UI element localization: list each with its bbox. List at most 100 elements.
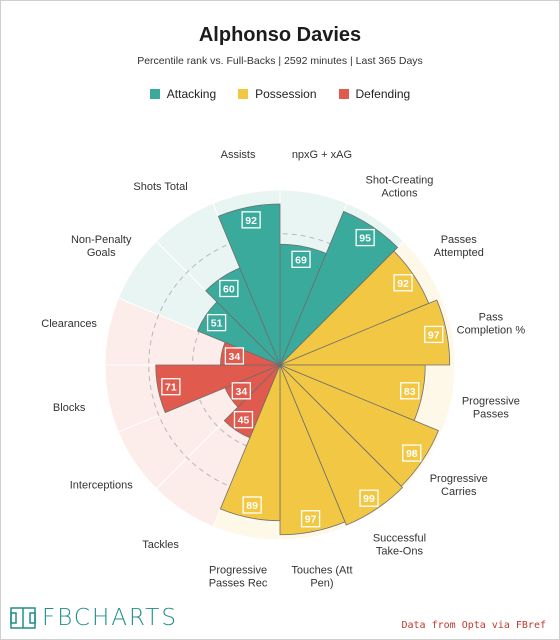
axis-label-line: Successful	[373, 532, 426, 544]
value-label-progressive-passes-rec: 89	[242, 496, 262, 514]
axis-label-progressive-passes: Progressive Passes	[462, 395, 520, 420]
axis-label-line: Progressive	[462, 395, 520, 407]
fbcharts-logo: FBCHARTS	[10, 605, 178, 631]
axis-label-pass-completion: Pass Completion %	[457, 312, 526, 337]
value-text: 69	[295, 254, 307, 266]
value-label-assists: 92	[241, 211, 261, 229]
value-box	[242, 496, 262, 514]
axis-label-line: Completion %	[457, 325, 526, 337]
value-box	[291, 250, 311, 268]
legend-label-attacking: Attacking	[166, 87, 217, 101]
value-label-touches-att-pen: 97	[300, 510, 321, 528]
bar-shot-creating-actions	[279, 210, 399, 366]
legend-swatch-attacking	[149, 89, 160, 99]
bar-pass-completion	[279, 299, 451, 366]
value-text: 34	[235, 386, 247, 398]
value-text: 92	[245, 215, 257, 227]
value-label-blocks: 71	[161, 378, 181, 396]
value-box	[355, 228, 375, 247]
legend-label-possession: Possession	[255, 87, 317, 101]
value-box	[161, 378, 181, 396]
chart-title: Alphonso Davies	[198, 24, 362, 46]
axis-label-line: Shot-Creating	[366, 175, 434, 187]
bar-progressive-passes-rec	[219, 364, 281, 522]
legend-item-defending: Defending	[338, 87, 411, 101]
value-text: 97	[305, 514, 317, 526]
value-label-shot-creating-actions: 95	[355, 228, 375, 247]
axis-label-progressive-passes-rec: Progressive Passes Rec	[209, 564, 268, 589]
value-text: 51	[211, 318, 223, 330]
value-box	[241, 211, 261, 229]
value-text: 92	[397, 278, 409, 290]
brand-name: FBCHARTS	[42, 605, 178, 631]
value-label-passes-attempted: 92	[393, 274, 413, 292]
axis-label-line: Pen)	[310, 577, 333, 589]
value-text: 34	[229, 351, 241, 363]
chart-legend: Attacking Possession Defending	[0, 87, 560, 101]
value-box	[393, 274, 413, 292]
value-label-shots-total: 60	[219, 279, 239, 298]
value-box	[400, 382, 420, 400]
axis-label-touches-att-pen: Touches (Att Pen)	[291, 564, 352, 589]
value-label-non-penalty-goals: 51	[206, 313, 227, 332]
value-text: 60	[223, 284, 235, 296]
value-box	[224, 347, 245, 365]
value-text: 99	[363, 493, 375, 505]
bar-assists	[217, 203, 281, 366]
axis-label-line: Attempted	[434, 247, 484, 259]
value-text: 97	[428, 329, 440, 341]
value-box	[206, 313, 227, 332]
axis-label-line: Assists	[221, 149, 256, 161]
axis-label-line: Progressive	[430, 473, 488, 485]
data-credit: Data from Opta via FBref	[401, 620, 547, 631]
pitch-icon	[10, 607, 36, 629]
value-label-progressive-carries: 98	[402, 444, 422, 462]
axis-label-shots-total: Shots Total	[133, 181, 187, 193]
value-box	[300, 510, 321, 528]
value-box	[424, 325, 444, 344]
axis-label-interceptions: Interceptions	[70, 479, 133, 491]
value-label-interceptions: 34	[231, 382, 251, 400]
axis-label-line: Clearances	[41, 318, 97, 330]
axis-label-blocks: Blocks	[53, 402, 86, 414]
value-labels: 69 95 92 97 83 98 99 97 89 45 34 71 34 51 60 92	[161, 211, 444, 528]
legend-item-attacking: Attacking	[149, 87, 217, 101]
axis-label-line: Interceptions	[70, 479, 133, 491]
axis-label-line: npxG + xAG	[292, 149, 352, 161]
value-box	[219, 279, 239, 298]
axis-label-npxg-xag: npxG + xAG	[292, 149, 352, 161]
axis-label-progressive-carries: Progressive Carries	[430, 473, 488, 498]
axis-label-line: Goals	[87, 247, 116, 259]
axis-label-line: Shots Total	[133, 181, 187, 193]
legend-swatch-defending	[338, 89, 349, 99]
axis-label-line: Passes	[441, 234, 478, 246]
axis-label-line: Touches (Att	[291, 564, 352, 576]
legend-swatch-possession	[238, 89, 249, 99]
axis-label-passes-attempted: Passes Attempted	[434, 234, 484, 259]
value-label-npxg-xag: 69	[291, 250, 311, 268]
axis-label-assists: Assists	[221, 149, 256, 161]
legend-item-possession: Possession	[238, 87, 317, 101]
value-text: 83	[404, 386, 416, 398]
legend-label-defending: Defending	[355, 87, 411, 101]
bar-successful-take-ons	[279, 364, 404, 526]
value-label-pass-completion: 97	[424, 325, 444, 344]
axis-label-line: Passes Rec	[209, 577, 268, 589]
value-box	[231, 382, 251, 400]
value-box	[233, 411, 254, 429]
value-label-clearances: 34	[224, 347, 245, 365]
value-box	[402, 444, 422, 462]
axis-label-clearances: Clearances	[41, 318, 97, 330]
value-text: 98	[406, 448, 418, 460]
axis-label-line: Pass	[479, 312, 504, 324]
axis-label-line: Progressive	[209, 564, 267, 576]
axis-label-shot-creating-actions: Shot-Creating Actions	[366, 175, 434, 200]
value-text: 71	[165, 382, 177, 394]
axis-label-successful-take-ons: Successful Take-Ons	[373, 532, 426, 557]
value-label-progressive-passes: 83	[400, 382, 420, 400]
value-text: 95	[359, 233, 371, 245]
chart-subtitle: Percentile rank vs. Full-Backs | 2592 mi…	[137, 55, 423, 67]
axis-label-line: Blocks	[53, 402, 86, 414]
axis-labels: npxG + xAG Shot-Creating Actions Passes Atte…	[41, 149, 525, 589]
